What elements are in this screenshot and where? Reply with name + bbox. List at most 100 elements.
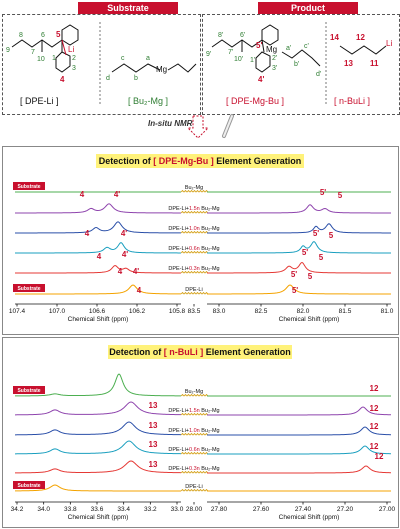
x-tick-label: 27.80 — [211, 506, 228, 513]
atom-label-2: 2 — [72, 55, 76, 62]
x-tick-label: 82.0 — [297, 308, 310, 315]
spectrum-row-label: Bu₂-Mg — [185, 185, 203, 191]
atom-label-9p: 9' — [206, 51, 211, 58]
substrate-box — [2, 14, 201, 115]
peak-label: 12 — [370, 422, 379, 431]
spectrum-row-label: DPE-Li+1.0n Bu₂-Mg — [168, 428, 219, 434]
x-axis-label-left: Chemical Shift (ppm) — [68, 316, 129, 323]
atom-label-bp: b' — [294, 61, 299, 68]
substrate-tag — [13, 481, 45, 489]
substrate-tag-label: Substrate — [17, 388, 40, 394]
atom-label-5p: 5' — [256, 41, 262, 50]
atom-label-10p: 10' — [234, 56, 243, 63]
peak-label: 12 — [370, 404, 379, 413]
peak-label: 5' — [320, 188, 326, 197]
atom-label-8: 8 — [19, 32, 23, 39]
axis-break-mark — [180, 432, 209, 436]
panel1-title-highlight: [ DPE-Mg-Bu ] — [153, 156, 214, 166]
x-tick-label: 107.4 — [9, 308, 26, 315]
axis-break-mark — [180, 230, 209, 234]
peak-label: 5' — [313, 229, 319, 238]
x-tick-label: 107.0 — [49, 308, 66, 315]
peak-label: 4' — [121, 229, 127, 238]
axis-break-mark — [180, 291, 209, 295]
panel2-title: Detection of [ n-BuLi ] Element Generati… — [108, 345, 292, 359]
x-tick-label: 33.4 — [117, 506, 130, 513]
atom-label-dp: d' — [316, 71, 321, 78]
peak-label: 13 — [149, 421, 158, 430]
dpe-li-structure — [11, 24, 79, 73]
panel2-title-prefix: Detection of — [109, 347, 164, 357]
spectrum-row: DPE-Li+0.3n Bu₂-Mg — [14, 460, 392, 474]
axis-break-mark — [180, 250, 209, 254]
substrate-tag — [13, 386, 45, 394]
spectrum-row: DPE-Li — [14, 484, 391, 492]
atom-label-1p: 1' — [250, 57, 255, 64]
atom-label-5: 5 — [56, 30, 61, 39]
peak-label: 4' — [133, 267, 139, 276]
spectrum-trace-left — [15, 203, 181, 214]
peak-label: 13 — [149, 460, 158, 469]
spectrum-trace-left — [14, 421, 182, 436]
atom-label-a: a — [146, 55, 150, 62]
spectrum-trace-left — [14, 373, 181, 397]
insitu-nmr-label: In-situ NMR — [148, 119, 193, 128]
spectrum-row: DPE-Li+0.6n Bu₂-Mg — [14, 440, 392, 455]
spectrum-row: DPE-Li+1.0n Bu₂-Mg — [14, 421, 392, 436]
panel1-title: Detection of [ DPE-Mg-Bu ] Element Gener… — [96, 154, 304, 168]
mg-atom-product: Mg — [266, 45, 277, 54]
x-tick-label: 27.20 — [337, 506, 354, 513]
atom-label-c: c — [121, 55, 125, 62]
spectrum-row: DPE-Li+0.3n Bu₂-Mg — [15, 261, 391, 274]
atom-label-7: 7 — [31, 49, 35, 56]
spectrum-trace-right — [207, 465, 392, 474]
substrate-tag-label: Substrate — [17, 483, 40, 489]
nbuli-label: [ n-BuLi ] — [334, 96, 370, 106]
panel1-title-prefix: Detection of — [98, 156, 154, 166]
spectrum-row: DPE-Li — [15, 284, 391, 295]
atom-label-cp: c' — [304, 43, 309, 50]
axis-break-mark — [180, 470, 209, 474]
panel-dpe-mg-bu — [2, 146, 399, 335]
atom-label-6: 6 — [41, 32, 45, 39]
x-tick-label: 27.60 — [253, 506, 270, 513]
spectrum-row-label: DPE-Li+0.3n Bu₂-Mg — [168, 466, 219, 472]
spectrum-row-label: DPE-Li — [185, 484, 202, 490]
spectrum-trace-left — [14, 401, 182, 416]
spectrum-trace-right — [207, 445, 392, 455]
reaction-scheme: 9 8 7 6 10 5 1 2 3 4 Li d c b a Mg 9' 8'… — [6, 22, 392, 139]
spectrum-trace-left — [15, 242, 181, 254]
peak-label: 13 — [149, 440, 158, 449]
x-tick-label: 27.40 — [295, 506, 312, 513]
peak-label: 4 — [97, 252, 102, 261]
spectrum-row-label: DPE-Li+0.6n Bu₂-Mg — [168, 246, 219, 252]
atom-label-4p: 4' — [258, 75, 264, 84]
x-axis-label-right: Chemical Shift (ppm) — [279, 316, 340, 323]
peak-label: 4 — [85, 229, 90, 238]
atom-label-12: 12 — [356, 33, 365, 42]
atom-label-d: d — [106, 75, 110, 82]
peak-label: 4 — [118, 267, 123, 276]
atom-label-9: 9 — [6, 47, 10, 54]
spectrum-row-label: DPE-Li+0.6n Bu₂-Mg — [168, 447, 219, 453]
atom-label-2p: 2' — [272, 55, 277, 62]
dpe-mg-bu-label: [ DPE-Mg-Bu ] — [226, 96, 284, 106]
peak-label: 12 — [370, 442, 379, 451]
spectrum-trace-right — [207, 426, 392, 436]
li-atom: Li — [68, 45, 74, 54]
spectrum-trace-right — [207, 204, 392, 214]
axis-break-mark — [180, 412, 209, 416]
x-tick-label: 33.8 — [64, 506, 77, 513]
peak-label: 5' — [302, 248, 308, 257]
x-tick-label: 27.00 — [379, 506, 396, 513]
atom-label-11: 11 — [370, 59, 379, 68]
peak-label: 5 — [319, 253, 324, 262]
x-tick-label: 28.00 — [186, 506, 203, 513]
substrate-tag — [13, 182, 45, 190]
spectrum-row: DPE-Li+1.5n Bu₂-Mg — [15, 203, 392, 214]
x-tick-label: 81.5 — [339, 308, 352, 315]
spectrum-trace-left — [14, 484, 181, 492]
spectrum-trace-left — [15, 221, 181, 234]
peak-label: 13 — [149, 401, 158, 410]
atom-label-3p: 3' — [272, 65, 277, 72]
